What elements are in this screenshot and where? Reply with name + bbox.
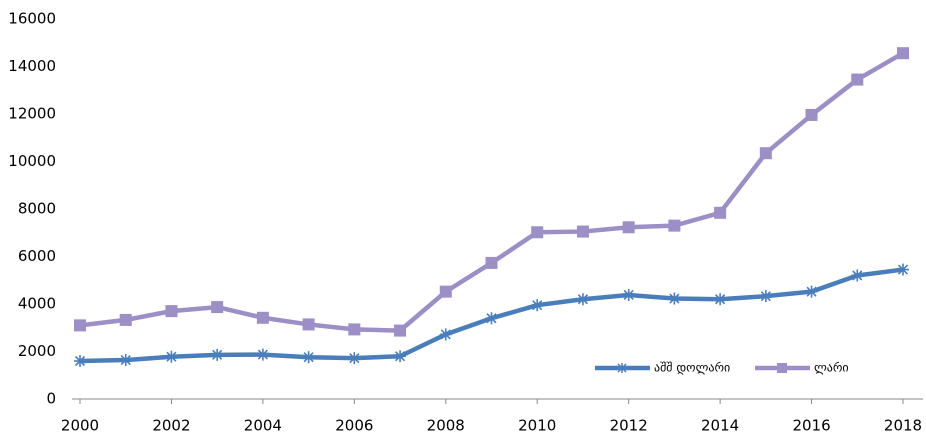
point xyxy=(668,219,681,232)
x-tick-label: 2008 xyxy=(427,417,465,435)
point xyxy=(394,324,407,337)
x-tick-label: 2002 xyxy=(152,417,190,435)
legend-marker xyxy=(777,363,787,373)
point xyxy=(439,328,452,341)
x-tick-label: 2004 xyxy=(244,417,282,435)
point xyxy=(74,319,86,332)
y-tick-label: 0 xyxy=(46,390,56,408)
point xyxy=(759,290,772,303)
point xyxy=(302,318,315,331)
y-tick-label: 8000 xyxy=(18,200,56,218)
x-tick-label: 2014 xyxy=(701,417,739,435)
point xyxy=(394,350,407,363)
point xyxy=(576,293,589,306)
point xyxy=(348,352,361,365)
x-tick-label: 2016 xyxy=(792,417,830,435)
y-tick-label: 4000 xyxy=(18,295,56,313)
point xyxy=(348,323,361,336)
point xyxy=(622,221,635,234)
legend-marker xyxy=(617,363,627,373)
point xyxy=(531,226,544,239)
point xyxy=(576,225,589,238)
legend-label: აშშ დოლარი xyxy=(654,361,730,375)
point xyxy=(668,292,681,305)
y-tick-label: 12000 xyxy=(8,105,56,123)
point xyxy=(805,285,818,298)
x-tick-label: 2012 xyxy=(610,417,648,435)
point xyxy=(211,301,224,314)
y-tick-label: 14000 xyxy=(8,57,56,75)
point xyxy=(897,47,909,60)
x-tick-label: 2000 xyxy=(61,417,99,435)
point xyxy=(714,293,727,306)
x-tick-label: 2010 xyxy=(518,417,556,435)
point xyxy=(256,348,269,361)
point xyxy=(439,285,452,298)
y-tick-label: 2000 xyxy=(18,342,56,360)
point xyxy=(759,147,772,160)
legend-label: ლარი xyxy=(814,361,849,375)
point xyxy=(119,354,132,367)
point xyxy=(485,256,498,269)
point xyxy=(256,311,269,324)
point xyxy=(485,312,498,325)
point xyxy=(851,269,864,282)
x-tick-label: 2006 xyxy=(335,417,373,435)
point xyxy=(714,206,727,219)
point xyxy=(211,348,224,361)
point xyxy=(165,350,178,363)
point xyxy=(165,305,178,318)
point xyxy=(531,299,544,312)
point xyxy=(302,351,315,364)
point xyxy=(74,355,86,367)
point xyxy=(851,73,864,86)
y-tick-label: 16000 xyxy=(8,10,56,28)
point xyxy=(805,108,818,121)
y-tick-label: 10000 xyxy=(8,152,56,170)
point xyxy=(897,263,909,276)
point xyxy=(119,313,132,326)
series-line xyxy=(79,51,905,333)
x-tick-label: 2018 xyxy=(884,417,922,435)
point xyxy=(622,288,635,301)
y-tick-label: 6000 xyxy=(18,247,56,265)
